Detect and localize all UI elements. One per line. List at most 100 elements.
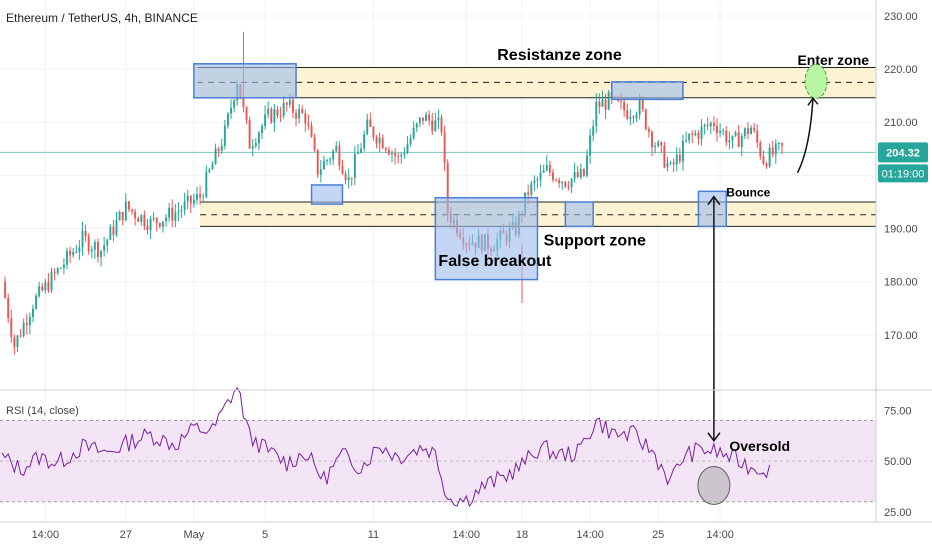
candle-body <box>75 251 78 253</box>
candle-body <box>527 192 530 195</box>
candle-body <box>242 98 245 108</box>
candle-body <box>143 215 146 227</box>
x-tick-label: 14:00 <box>453 529 481 541</box>
candle-body <box>774 143 777 155</box>
candle-body <box>425 114 428 121</box>
candle-body <box>4 281 7 298</box>
candle-body <box>626 110 629 119</box>
candle-body <box>127 201 130 210</box>
candle-body <box>69 250 72 256</box>
resistance-zone-label: Resistanze zone <box>497 47 622 64</box>
candle-body <box>564 181 567 187</box>
candle-body <box>428 114 431 121</box>
candle-body <box>539 172 542 180</box>
candle-body <box>620 100 623 102</box>
support-zone-label: Support zone <box>544 233 646 250</box>
candle-body <box>740 136 743 147</box>
candle-body <box>678 154 681 162</box>
candle-body <box>607 92 610 110</box>
candle-body <box>675 154 678 165</box>
candle-body <box>248 120 251 149</box>
candle-body <box>319 169 322 175</box>
candle-body <box>326 160 328 162</box>
candle-body <box>84 230 87 237</box>
candle-body <box>217 148 220 151</box>
candle-body <box>251 145 254 149</box>
candle-body <box>180 210 183 212</box>
candle-body <box>25 323 28 326</box>
candle-body <box>285 102 288 105</box>
candle-body <box>728 140 731 143</box>
candle-body <box>168 207 171 218</box>
candle-body <box>548 164 551 173</box>
candle-body <box>223 125 226 146</box>
candle-body <box>226 113 229 126</box>
candle-body <box>400 154 403 157</box>
candle-body <box>363 134 366 149</box>
candle-body <box>106 239 109 246</box>
candle-body <box>660 142 663 146</box>
candle-body <box>56 268 59 274</box>
candle-body <box>375 137 378 144</box>
price-tick-label: 220.00 <box>884 64 918 76</box>
candle-body <box>781 143 783 146</box>
oversold-label: Oversold <box>729 438 790 454</box>
candle-body <box>257 133 260 144</box>
candle-body <box>202 196 205 198</box>
candle-body <box>638 99 641 115</box>
candle-body <box>307 123 310 126</box>
candle-body <box>155 217 158 224</box>
candle-body <box>768 147 771 167</box>
candle-body <box>316 149 319 175</box>
candle-body <box>651 132 653 148</box>
candle-body <box>573 171 576 179</box>
candle-body <box>161 221 164 227</box>
candle-body <box>199 194 202 198</box>
candle-body <box>310 125 313 137</box>
candle-body <box>196 194 198 200</box>
x-tick-label: 5 <box>262 529 268 541</box>
candle-body <box>719 131 722 134</box>
candle-body <box>22 323 25 337</box>
candle-body <box>338 145 341 166</box>
candle-body <box>647 129 650 133</box>
x-tick-label: 18 <box>516 529 528 541</box>
candle-body <box>384 148 387 150</box>
candle-body <box>96 241 99 257</box>
candle-body <box>366 119 369 135</box>
candle-body <box>709 123 712 127</box>
candle-body <box>725 130 728 143</box>
candle-body <box>230 107 233 114</box>
candle-body <box>205 171 208 197</box>
x-tick-label: 14:00 <box>32 529 60 541</box>
candle-body <box>90 249 93 252</box>
candle-body <box>220 145 223 151</box>
candle-body <box>38 286 41 296</box>
candle-body <box>434 120 437 131</box>
candle-body <box>722 130 725 132</box>
candle-body <box>381 137 384 149</box>
arrow-head-up <box>707 195 721 206</box>
candle-body <box>137 218 140 222</box>
candle-body <box>344 173 347 181</box>
candle-body <box>561 181 564 184</box>
bounce-label: Bounce <box>726 186 770 200</box>
candle-body <box>78 247 81 252</box>
candle-body <box>279 115 282 117</box>
candle-body <box>28 316 31 326</box>
candle-body <box>44 282 47 291</box>
candle-body <box>47 282 50 291</box>
candle-body <box>291 99 294 113</box>
candle-body <box>446 162 449 215</box>
candle-body <box>233 100 236 108</box>
candle-body <box>688 133 691 141</box>
candle-body <box>7 297 10 319</box>
candle-body <box>186 195 189 202</box>
candle-body <box>10 318 13 338</box>
candle-body <box>697 132 700 139</box>
x-tick-label: May <box>184 529 205 541</box>
candle-body <box>109 226 112 240</box>
candle-body <box>716 126 718 134</box>
candle-body <box>273 109 276 123</box>
candle-body <box>41 286 44 291</box>
